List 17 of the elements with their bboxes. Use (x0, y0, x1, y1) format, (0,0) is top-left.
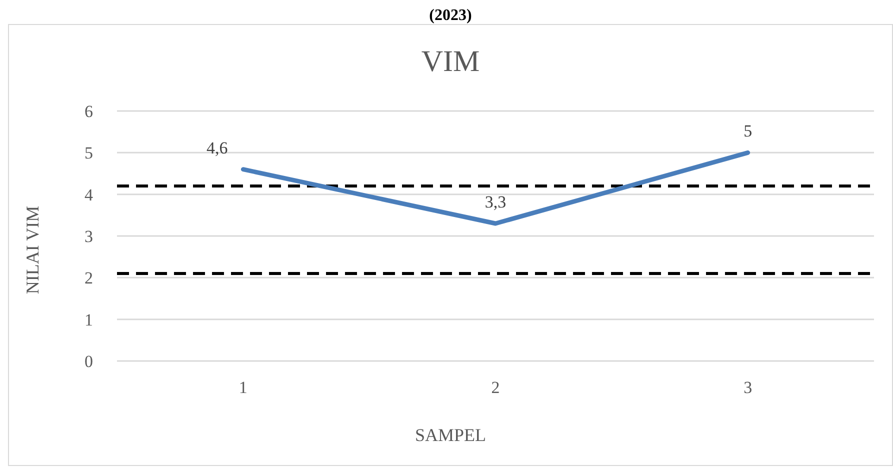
x-tick-label: 3 (744, 378, 752, 398)
y-tick-label: 4 (84, 185, 94, 204)
y-tick-label: 0 (84, 352, 93, 372)
y-tick-label: 5 (84, 144, 93, 163)
y-tick-label: 6 (84, 102, 93, 122)
x-tick-label: 1 (238, 378, 248, 398)
x-tick-label: 2 (491, 378, 500, 398)
x-axis-title: SAMPEL (414, 425, 487, 446)
y-tick-label: 3 (84, 227, 93, 246)
data-label: 3,3 (484, 192, 506, 212)
text: (2023) (429, 7, 472, 24)
y-tick-label: 1 (84, 310, 93, 330)
data-label: 5 (744, 122, 752, 141)
chart-title: VIM (420, 45, 481, 79)
data-label: 4,6 (206, 138, 228, 158)
y-tick-label: 2 (84, 268, 93, 288)
y-axis-title: NILAI VIM (22, 206, 44, 294)
